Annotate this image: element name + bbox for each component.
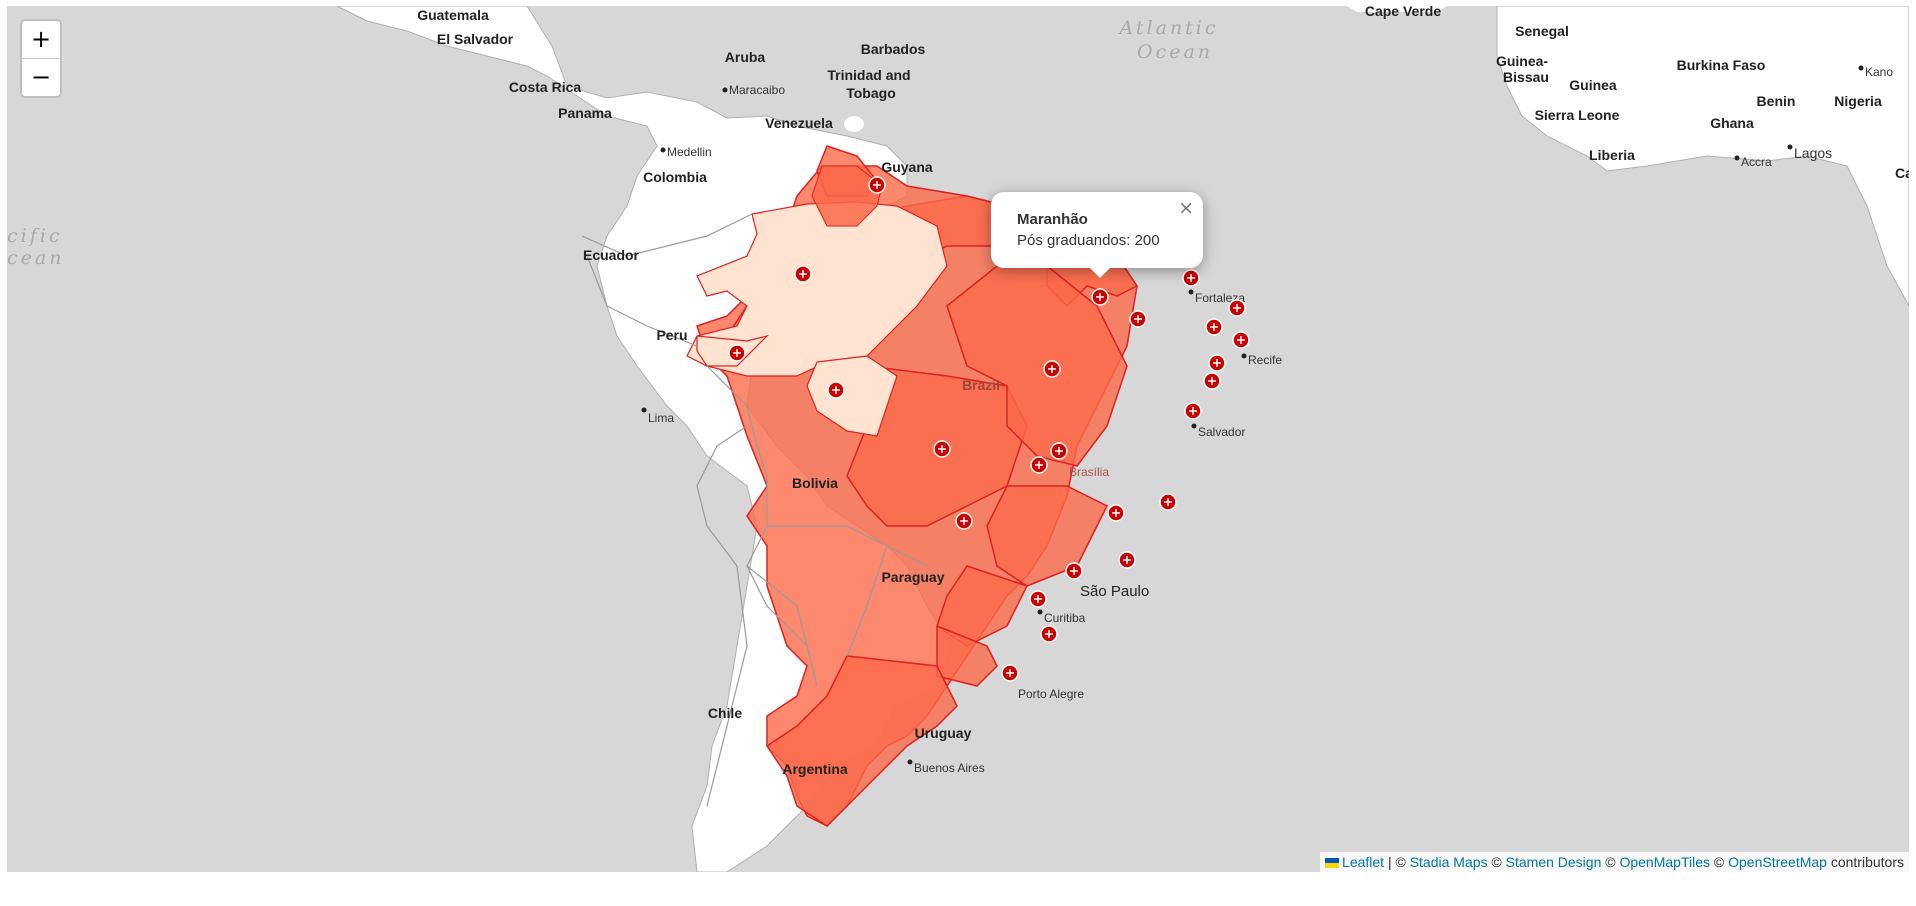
plus-circle-icon[interactable] bbox=[933, 440, 951, 458]
stadia-link[interactable]: Stadia Maps bbox=[1409, 854, 1488, 870]
popup-tip bbox=[1089, 267, 1111, 278]
popup-title: Maranhão bbox=[1017, 211, 1088, 228]
basemap: Atlantic Ocean cific cean Guatemala El S… bbox=[7, 6, 1909, 872]
popup-body: Pós graduandos: 200 bbox=[1017, 232, 1160, 249]
country-label: Trinidad and bbox=[827, 67, 910, 83]
plus-circle-icon[interactable] bbox=[1228, 299, 1246, 317]
plus-circle-icon[interactable] bbox=[1029, 590, 1047, 608]
country-label: Chile bbox=[708, 705, 742, 721]
ocean-label: cean bbox=[7, 247, 64, 269]
stamen-link[interactable]: Stamen Design bbox=[1505, 854, 1602, 870]
city-label: São Paulo bbox=[1080, 583, 1149, 600]
country-label: Brazil bbox=[962, 377, 1000, 393]
plus-circle-icon[interactable] bbox=[955, 512, 973, 530]
leaflet-link[interactable]: Leaflet bbox=[1342, 854, 1385, 870]
plus-circle-icon[interactable] bbox=[1118, 551, 1136, 569]
country-label: Liberia bbox=[1589, 147, 1635, 163]
country-label: Tobago bbox=[846, 85, 896, 101]
city-label: Brasília bbox=[1069, 465, 1109, 479]
country-label: Paraguay bbox=[881, 569, 944, 585]
country-label: Bolivia bbox=[792, 475, 838, 491]
map-container[interactable]: Atlantic Ocean cific cean Guatemala El S… bbox=[7, 6, 1909, 872]
attribution: Leaflet | © Stadia Maps © Stamen Design … bbox=[1320, 852, 1909, 872]
country-label: Uruguay bbox=[915, 725, 972, 741]
country-label: Cape Verde bbox=[1365, 6, 1441, 19]
ocean-label: cific bbox=[7, 225, 62, 247]
country-label: Ecuador bbox=[583, 247, 640, 263]
city-label: Medellin bbox=[667, 145, 712, 159]
country-label: Argentina bbox=[782, 761, 848, 777]
plus-circle-icon[interactable] bbox=[868, 176, 886, 194]
plus-circle-icon[interactable] bbox=[728, 344, 746, 362]
plus-circle-icon[interactable] bbox=[1205, 318, 1223, 336]
close-icon[interactable]: × bbox=[1178, 197, 1194, 219]
country-label: Guatemala bbox=[417, 7, 489, 23]
country-label: Peru bbox=[656, 327, 687, 343]
plus-circle-icon[interactable] bbox=[1232, 331, 1250, 349]
plus-circle-icon[interactable] bbox=[1107, 504, 1125, 522]
city-label: Porto Alegre bbox=[1018, 687, 1084, 701]
country-label: Benin bbox=[1757, 93, 1796, 109]
country-label: Barbados bbox=[861, 41, 926, 57]
attribution-text: © bbox=[1601, 854, 1620, 870]
country-label: Costa Rica bbox=[509, 79, 582, 95]
country-label: Aruba bbox=[725, 49, 766, 65]
plus-circle-icon[interactable] bbox=[827, 381, 845, 399]
country-label: Bissau bbox=[1503, 69, 1549, 85]
plus-circle-icon[interactable] bbox=[1129, 310, 1147, 328]
city-label: Lima bbox=[648, 411, 674, 425]
country-label: Ca bbox=[1895, 165, 1909, 181]
country-label: Ghana bbox=[1710, 115, 1754, 131]
country-label: Guinea bbox=[1569, 77, 1617, 93]
openmaptiles-link[interactable]: OpenMapTiles bbox=[1619, 854, 1710, 870]
plus-circle-icon[interactable] bbox=[1091, 288, 1109, 306]
plus-circle-icon[interactable] bbox=[1065, 562, 1083, 580]
plus-circle-icon[interactable] bbox=[1203, 372, 1221, 390]
city-label: Salvador bbox=[1198, 425, 1245, 439]
country-label: Guyana bbox=[881, 159, 933, 175]
country-label: Colombia bbox=[643, 169, 707, 185]
zoom-control: + − bbox=[20, 19, 62, 98]
city-labels: Maracaibo Medellin Lima Fortaleza Recife… bbox=[641, 65, 1893, 775]
country-label: Senegal bbox=[1515, 23, 1569, 39]
ocean-label: Atlantic bbox=[1117, 17, 1218, 39]
city-label: Kano bbox=[1865, 65, 1893, 79]
plus-circle-icon[interactable] bbox=[1050, 442, 1068, 460]
plus-circle-icon[interactable] bbox=[1184, 402, 1202, 420]
plus-circle-icon[interactable] bbox=[1043, 360, 1061, 378]
country-label: Sierra Leone bbox=[1535, 107, 1620, 123]
country-label: Venezuela bbox=[765, 115, 833, 131]
attribution-text: contributors bbox=[1826, 854, 1904, 870]
state-popup: × Maranhão Pós graduandos: 200 bbox=[991, 192, 1203, 278]
zoom-out-button[interactable]: − bbox=[30, 63, 52, 91]
country-label: Guinea- bbox=[1496, 53, 1548, 69]
plus-circle-icon[interactable] bbox=[1208, 354, 1226, 372]
attribution-text: © bbox=[1487, 854, 1506, 870]
city-label: Accra bbox=[1741, 155, 1772, 169]
zoom-in-button[interactable]: + bbox=[22, 21, 60, 59]
plus-circle-icon[interactable] bbox=[1030, 456, 1048, 474]
plus-circle-icon[interactable] bbox=[1001, 664, 1019, 682]
city-label: Recife bbox=[1248, 353, 1282, 367]
ocean-label: Ocean bbox=[1137, 41, 1213, 63]
plus-circle-icon[interactable] bbox=[1040, 625, 1058, 643]
country-label: Panama bbox=[558, 105, 612, 121]
ukraine-flag-icon bbox=[1325, 858, 1340, 868]
country-label: El Salvador bbox=[437, 31, 514, 47]
city-label: Lagos bbox=[1794, 145, 1832, 161]
city-label: Curitiba bbox=[1044, 611, 1086, 625]
attribution-text: | © bbox=[1384, 854, 1410, 870]
plus-circle-icon[interactable] bbox=[1159, 493, 1177, 511]
state-markers[interactable] bbox=[728, 176, 1250, 682]
city-label: Buenos Aires bbox=[914, 761, 985, 775]
city-label: Maracaibo bbox=[729, 83, 785, 97]
country-labels: Guatemala El Salvador Costa Rica Panama … bbox=[417, 6, 1909, 777]
plus-circle-icon[interactable] bbox=[1182, 269, 1200, 287]
plus-circle-icon[interactable] bbox=[794, 265, 812, 283]
openstreetmap-link[interactable]: OpenStreetMap bbox=[1728, 854, 1827, 870]
country-label: Burkina Faso bbox=[1677, 57, 1766, 73]
attribution-text: © bbox=[1710, 854, 1729, 870]
country-label: Nigeria bbox=[1834, 93, 1882, 109]
